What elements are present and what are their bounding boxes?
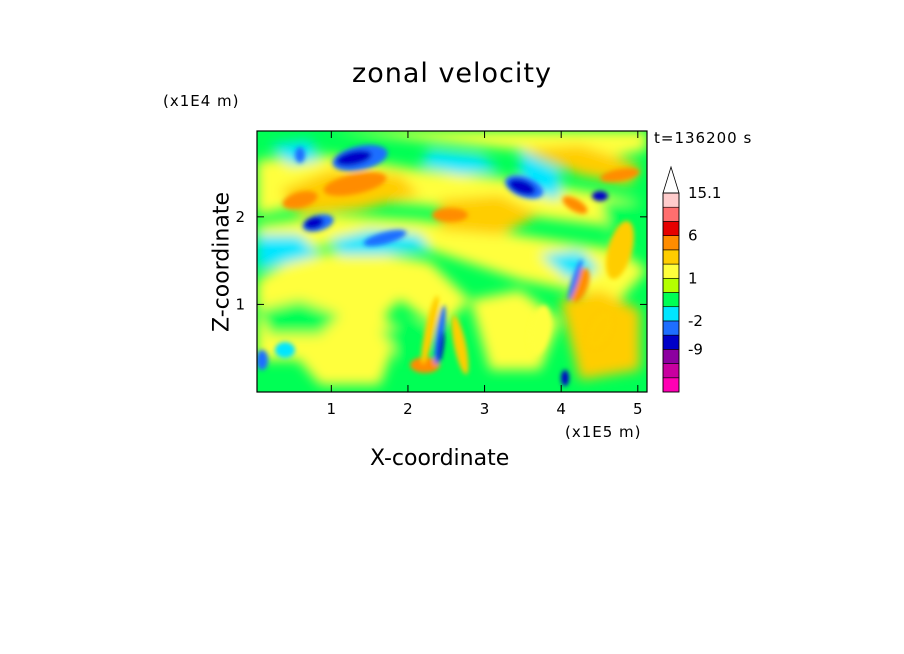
colorbar-label: -9 — [688, 340, 703, 358]
y-axis-unit-label: (x1E4 m) — [163, 92, 240, 110]
x-tick-label: 5 — [633, 400, 643, 418]
heatmap-small-scale — [257, 144, 640, 386]
colorbar-segment — [662, 277, 680, 293]
x-tick-label: 2 — [403, 400, 413, 418]
time-label: t=136200 s — [654, 129, 753, 147]
colorbar-segment — [662, 221, 680, 236]
x-axis-unit-label: (x1E5 m) — [565, 423, 642, 441]
colorbar-segment — [662, 206, 680, 222]
colorbar-extend-arrow — [662, 165, 680, 194]
colorbar-frame — [662, 192, 680, 393]
colorbar-segment — [662, 263, 680, 279]
colorbar-segment — [662, 306, 680, 322]
x-axis-title: X-coordinate — [370, 446, 510, 471]
y-axis-ticks: 12 — [235, 208, 647, 313]
colorbar-segment — [662, 192, 680, 208]
colorbar-segment — [662, 334, 680, 350]
colorbar-label: 1 — [688, 269, 698, 287]
x-axis-ticks: 1 2 3 4 5 — [327, 131, 643, 418]
colorbar-label: -2 — [688, 312, 703, 330]
colorbar-segment — [662, 292, 680, 308]
colorbar-segment — [662, 320, 680, 336]
y-tick-label: 1 — [235, 295, 245, 313]
colorbar: 15.1 6 1 -2 -9 — [662, 165, 721, 393]
x-tick-label: 1 — [327, 400, 337, 418]
plot-frame — [256, 130, 648, 393]
colorbar-segment — [662, 349, 680, 364]
colorbar-segment — [662, 377, 680, 393]
colorbar-label: 6 — [688, 227, 698, 245]
colorbar-segment — [662, 249, 680, 265]
colorbar-segment — [662, 363, 680, 379]
colorbar-segment — [662, 235, 680, 251]
heatmap-field — [257, 131, 647, 392]
chart-title: zonal velocity — [352, 58, 552, 89]
colorbar-label: 15.1 — [688, 184, 721, 202]
x-tick-label: 3 — [480, 400, 490, 418]
x-tick-label: 4 — [556, 400, 566, 418]
y-tick-label: 2 — [235, 208, 245, 226]
